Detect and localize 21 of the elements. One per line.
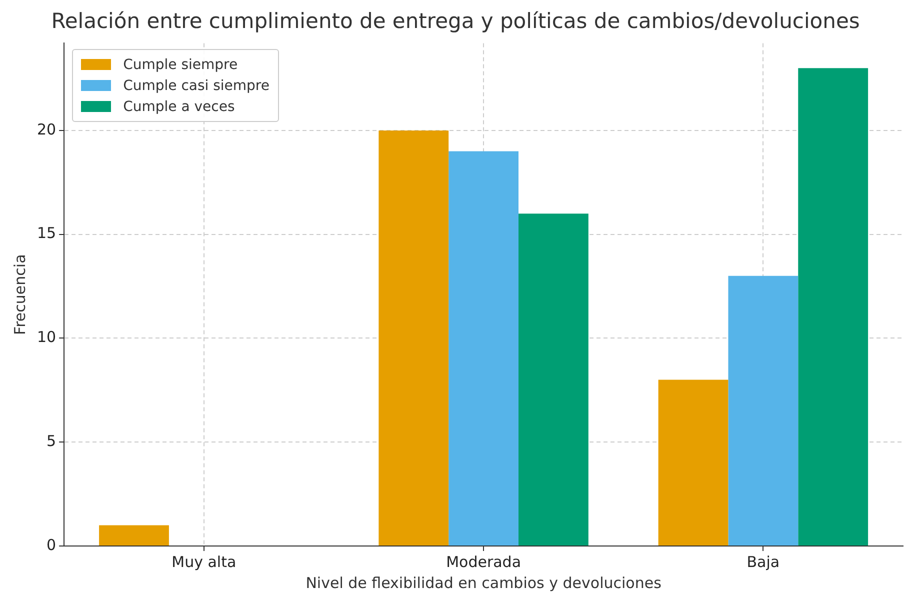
bar <box>99 525 169 546</box>
bar <box>448 151 518 546</box>
legend-label: Cumple casi siempre <box>123 78 270 94</box>
bar <box>658 380 728 546</box>
y-tick-label: 0 <box>46 536 56 554</box>
x-axis-title: Nivel de flexibilidad en cambios y devoluciones <box>306 574 662 592</box>
y-tick-label: 5 <box>46 432 56 450</box>
x-tick-label: Baja <box>746 552 780 571</box>
y-tick-label: 10 <box>36 328 56 346</box>
chart-title: Relación entre cumplimiento de entrega y políticas de cambios/devoluciones <box>51 9 860 34</box>
y-axis-title: Frecuencia <box>10 254 29 335</box>
bar <box>798 68 868 546</box>
y-tick-label: 20 <box>36 120 56 138</box>
x-tick-label: Muy alta <box>172 552 236 571</box>
bar <box>728 276 798 546</box>
bar <box>518 214 588 546</box>
x-tick-label: Moderada <box>446 552 522 571</box>
legend-label: Cumple siempre <box>123 56 238 73</box>
bar <box>378 130 449 546</box>
legend-label: Cumple a veces <box>123 98 235 115</box>
y-tick-label: 15 <box>36 224 56 242</box>
